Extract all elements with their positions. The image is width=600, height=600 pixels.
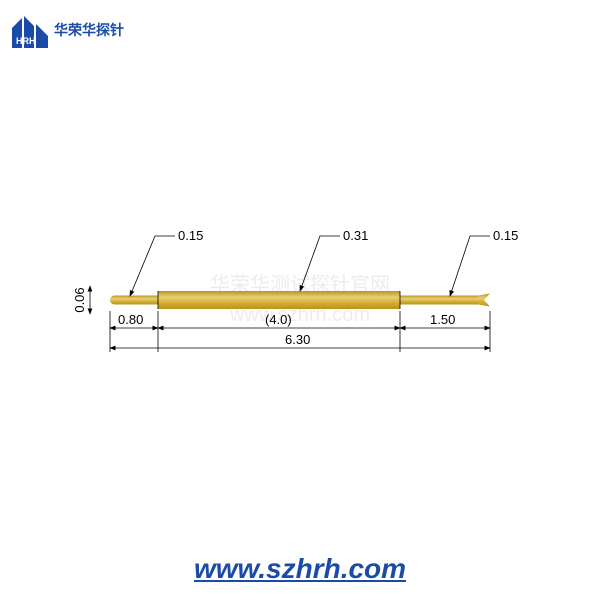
svg-text:0.80: 0.80 [118, 312, 143, 327]
svg-text:0.31: 0.31 [343, 228, 368, 243]
probe-pin [110, 291, 490, 309]
svg-text:6.30: 6.30 [285, 332, 310, 347]
svg-text:1.50: 1.50 [430, 312, 455, 327]
svg-text:(4.0): (4.0) [265, 312, 292, 327]
website-url[interactable]: www.szhrh.com [194, 553, 406, 585]
technical-drawing: 0.15 0.31 0.15 0.06 0.80 (4.0) 1.50 6.30 [0, 0, 600, 600]
svg-text:0.15: 0.15 [178, 228, 203, 243]
svg-text:0.15: 0.15 [493, 228, 518, 243]
svg-text:0.06: 0.06 [72, 287, 87, 312]
